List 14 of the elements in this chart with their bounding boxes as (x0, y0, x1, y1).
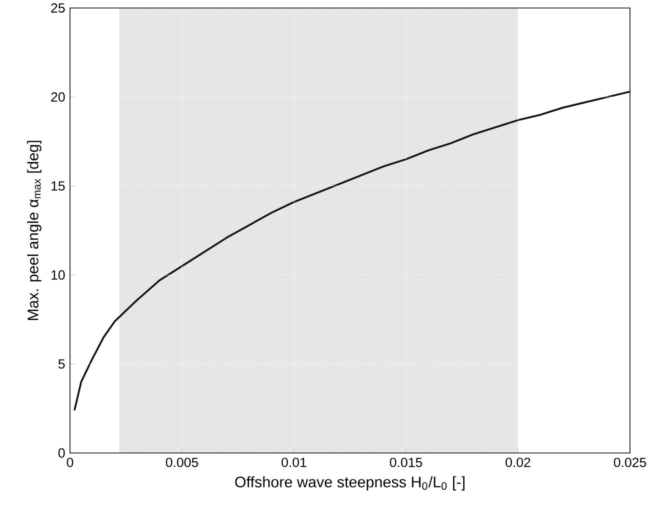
y-axis-title: Max. peel angle α$_{max}$ [deg] (27, 140, 42, 320)
y-tick-label: 10 (52, 270, 65, 280)
x-tick-label: 0.02 (506, 458, 530, 468)
y-tick-label: 25 (51, 3, 65, 13)
x-tick-label: 0.025 (614, 458, 646, 468)
x-tick-label: 0.015 (390, 458, 422, 468)
y-tick-label: 15 (52, 181, 65, 191)
y-tick-label: 5 (58, 359, 65, 369)
y-tick-label: 20 (51, 92, 65, 102)
x-axis-title: Offshore wave steepness H$_{0}$/L$_{0}$ [-] (235, 476, 464, 490)
y-tick-label: 0 (58, 448, 65, 458)
x-tick-label: 0.01 (282, 458, 306, 468)
x-tick-label: 0 (66, 458, 74, 468)
x-tick-label: 0.005 (166, 458, 198, 468)
